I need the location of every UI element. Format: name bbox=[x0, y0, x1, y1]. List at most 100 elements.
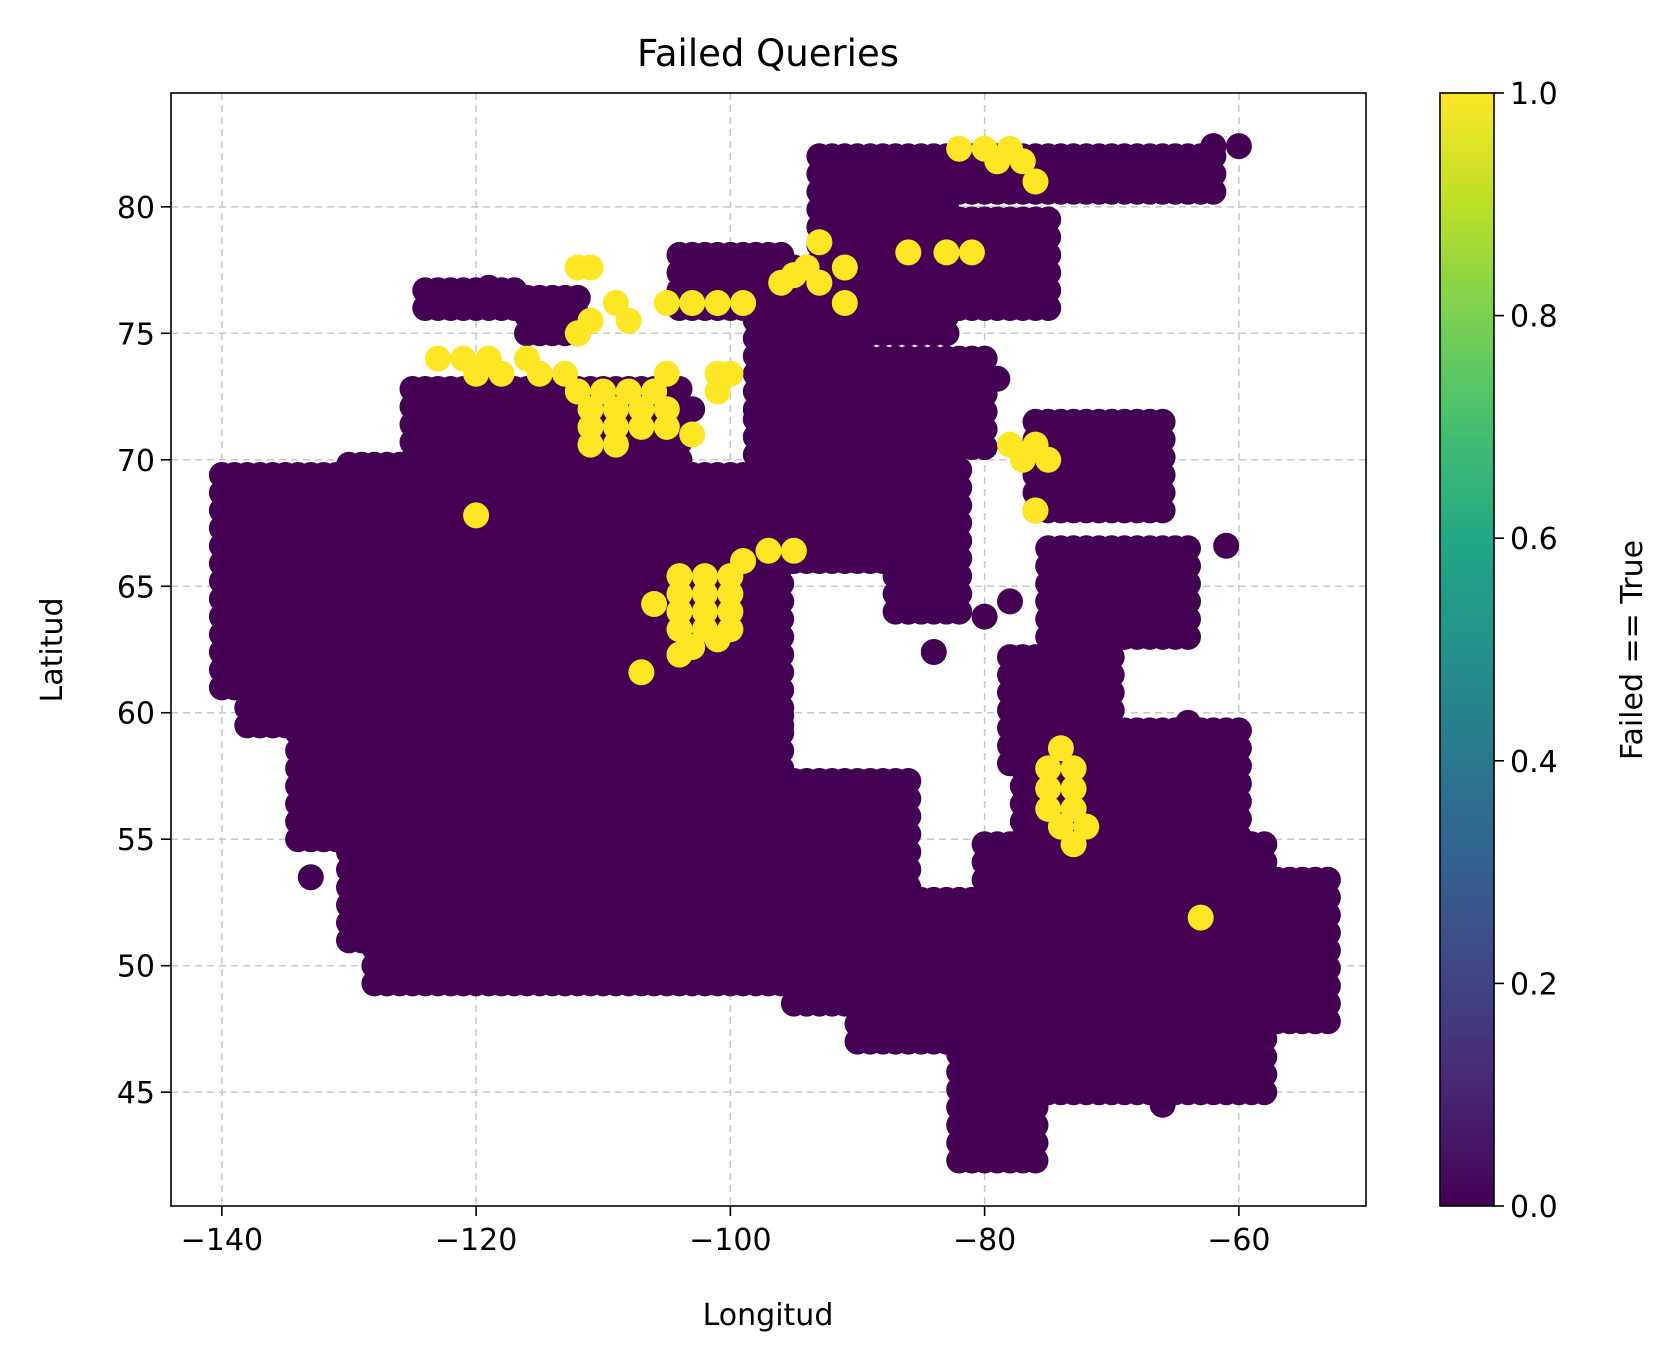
point-failed bbox=[730, 290, 757, 316]
x-tick-label: −60 bbox=[1207, 1223, 1270, 1258]
point-failed bbox=[1060, 775, 1087, 802]
point-failed bbox=[641, 591, 668, 617]
point-failed bbox=[806, 229, 833, 256]
x-axis-label: Longitud bbox=[703, 1298, 834, 1333]
point-not-failed bbox=[1098, 644, 1125, 671]
point-failed bbox=[831, 254, 858, 281]
point-failed bbox=[463, 360, 490, 387]
point-failed bbox=[653, 413, 680, 440]
point-failed bbox=[946, 135, 973, 162]
point-failed bbox=[806, 269, 833, 296]
point-not-failed bbox=[412, 378, 439, 405]
colorbar-tick-label: 0.2 bbox=[1510, 967, 1558, 1002]
point-not-failed bbox=[564, 284, 591, 311]
point-failed bbox=[679, 290, 706, 316]
point-failed bbox=[704, 378, 731, 405]
point-failed bbox=[577, 254, 604, 281]
point-failed bbox=[577, 431, 604, 458]
y-tick-label: 70 bbox=[117, 444, 155, 479]
y-tick-label: 45 bbox=[117, 1076, 155, 1111]
point-not-failed bbox=[1060, 1015, 1087, 1042]
point-not-failed bbox=[920, 639, 947, 665]
point-not-failed bbox=[1035, 206, 1062, 233]
point-not-failed bbox=[1200, 178, 1227, 205]
x-tick-label: −80 bbox=[953, 1223, 1016, 1258]
point-not-failed bbox=[1098, 957, 1125, 984]
point-not-failed bbox=[1251, 831, 1278, 858]
point-not-failed bbox=[1022, 1112, 1049, 1139]
y-tick-label: 55 bbox=[117, 823, 155, 858]
point-failed bbox=[1060, 831, 1087, 858]
point-failed bbox=[463, 502, 490, 529]
point-not-failed bbox=[1162, 573, 1189, 600]
point-failed bbox=[895, 239, 922, 266]
point-failed bbox=[628, 659, 655, 686]
point-not-failed bbox=[437, 396, 464, 423]
point-failed bbox=[1060, 755, 1087, 782]
point-not-failed bbox=[971, 603, 998, 630]
point-failed bbox=[780, 537, 807, 564]
point-failed bbox=[602, 290, 629, 316]
point-not-failed bbox=[679, 396, 706, 423]
x-axis-ticks: −140 −120 −100 −80 −60 bbox=[181, 1206, 1271, 1258]
point-not-failed bbox=[958, 401, 985, 428]
point-not-failed bbox=[1251, 864, 1278, 891]
point-failed bbox=[1187, 904, 1214, 931]
scatter-points bbox=[208, 133, 1341, 1174]
point-failed bbox=[984, 148, 1011, 175]
colorbar-tick-label: 0.6 bbox=[1510, 522, 1558, 557]
point-not-failed bbox=[895, 821, 922, 848]
point-not-failed bbox=[1175, 709, 1201, 736]
point-failed bbox=[717, 580, 744, 607]
point-not-failed bbox=[1022, 1041, 1049, 1068]
point-failed bbox=[666, 580, 693, 607]
point-failed bbox=[1022, 168, 1049, 195]
point-not-failed bbox=[946, 598, 973, 625]
point-failed bbox=[704, 290, 731, 316]
point-failed bbox=[526, 360, 553, 387]
point-not-failed bbox=[768, 702, 795, 729]
point-not-failed bbox=[501, 277, 528, 304]
y-axis-label: Latitud bbox=[35, 597, 70, 702]
x-tick-label: −140 bbox=[181, 1223, 263, 1258]
point-failed bbox=[653, 290, 680, 316]
point-not-failed bbox=[1200, 133, 1227, 160]
point-failed bbox=[1035, 755, 1062, 782]
point-not-failed bbox=[895, 768, 922, 794]
point-failed bbox=[1009, 446, 1036, 473]
point-failed bbox=[691, 580, 718, 607]
point-not-failed bbox=[882, 305, 909, 332]
x-tick-label: −120 bbox=[435, 1223, 517, 1258]
point-not-failed bbox=[1302, 1003, 1329, 1030]
point-not-failed bbox=[895, 598, 922, 625]
point-not-failed bbox=[997, 588, 1023, 615]
point-failed bbox=[1047, 735, 1074, 762]
point-failed bbox=[704, 626, 731, 653]
point-not-failed bbox=[1149, 408, 1176, 435]
y-tick-label: 80 bbox=[117, 191, 155, 226]
y-tick-label: 65 bbox=[117, 570, 155, 605]
point-not-failed bbox=[1175, 623, 1201, 650]
point-not-failed bbox=[1225, 735, 1252, 762]
y-tick-label: 60 bbox=[117, 697, 155, 732]
point-failed bbox=[488, 360, 515, 387]
point-failed bbox=[933, 239, 960, 266]
point-not-failed bbox=[1098, 886, 1125, 913]
colorbar-tick-label: 1.0 bbox=[1510, 77, 1558, 112]
y-tick-label: 50 bbox=[117, 950, 155, 985]
point-failed bbox=[1035, 775, 1062, 802]
point-failed bbox=[679, 421, 706, 448]
point-failed bbox=[1009, 148, 1036, 175]
colorbar-ticks: 0.0 0.2 0.4 0.6 0.8 1.0 bbox=[1494, 77, 1558, 1225]
point-failed bbox=[425, 345, 451, 372]
point-not-failed bbox=[297, 864, 324, 891]
point-not-failed bbox=[501, 573, 528, 600]
colorbar bbox=[1439, 92, 1495, 1207]
point-failed bbox=[653, 360, 680, 387]
point-failed bbox=[666, 641, 693, 668]
plot-frame bbox=[170, 92, 1367, 1207]
colorbar-tick-label: 0.8 bbox=[1510, 300, 1558, 335]
point-not-failed bbox=[1225, 717, 1252, 744]
